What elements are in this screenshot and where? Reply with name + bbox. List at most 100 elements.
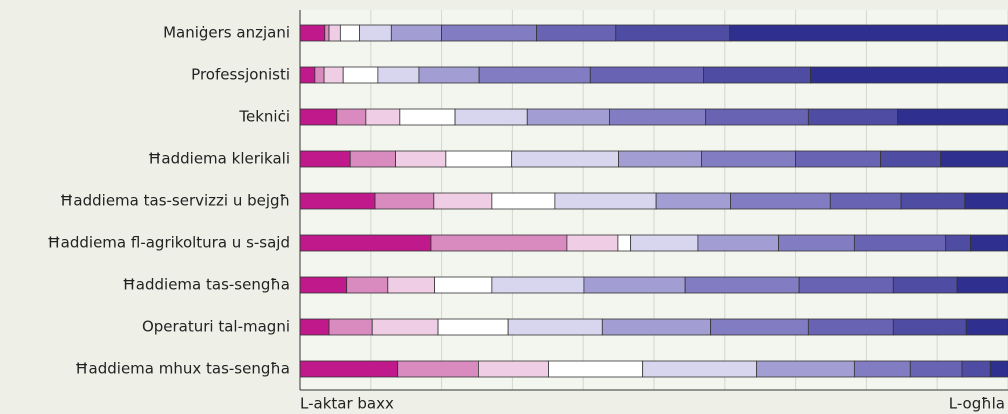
bar-segment bbox=[328, 24, 341, 42]
bar-segment bbox=[445, 150, 513, 168]
bar-segment bbox=[608, 108, 707, 126]
bar-segment bbox=[397, 360, 479, 378]
y-tick-label: Ħaddiema klerikali bbox=[148, 150, 290, 168]
y-tick-label: Tekniċi bbox=[238, 108, 290, 126]
bar-segment bbox=[729, 24, 1008, 42]
bar-segment bbox=[583, 276, 686, 294]
bar-segment bbox=[399, 108, 456, 126]
bar-segment bbox=[630, 234, 699, 252]
bar-segment bbox=[299, 108, 338, 126]
y-tick-label: Ħaddiema tas-servizzi u bejgħ bbox=[60, 192, 290, 210]
bar-segment bbox=[387, 276, 435, 294]
bar-segment bbox=[897, 108, 1008, 126]
bar-segment bbox=[395, 150, 447, 168]
bar-segment bbox=[299, 24, 326, 42]
bar-segment bbox=[374, 192, 435, 210]
bar-segment bbox=[511, 150, 619, 168]
bar-segment bbox=[892, 318, 967, 336]
bar-segment bbox=[299, 192, 376, 210]
bar-segment bbox=[964, 192, 1008, 210]
bar-segment bbox=[299, 150, 351, 168]
bar-segment bbox=[314, 66, 325, 84]
bar-segment bbox=[418, 66, 480, 84]
bar-segment bbox=[299, 318, 330, 336]
bar-segment bbox=[965, 318, 1008, 336]
bar-segment bbox=[730, 192, 831, 210]
bar-segment bbox=[324, 24, 330, 42]
bar-segment bbox=[526, 108, 610, 126]
bar-segment bbox=[684, 276, 800, 294]
bar-segment bbox=[390, 24, 443, 42]
bar-segment bbox=[829, 192, 902, 210]
bar-segment bbox=[299, 276, 348, 294]
y-tick-label: Professjonisti bbox=[191, 66, 290, 84]
bar-segment bbox=[618, 150, 702, 168]
bar-segment bbox=[589, 66, 704, 84]
bar-segment bbox=[705, 108, 809, 126]
bar-segment bbox=[491, 192, 556, 210]
x-label-low: L-aktar baxx bbox=[300, 395, 394, 413]
bar-segment bbox=[299, 66, 316, 84]
bar-segment bbox=[437, 318, 509, 336]
bar-segment bbox=[778, 234, 855, 252]
bar-segment bbox=[491, 276, 585, 294]
y-tick-label: Operaturi tal-magni bbox=[142, 318, 290, 336]
bar-segment bbox=[371, 318, 439, 336]
bar-segment bbox=[795, 150, 881, 168]
y-tick-label: Ħaddiema mhux tas-sengħa bbox=[75, 360, 290, 378]
bar-segment bbox=[299, 234, 432, 252]
bar-segment bbox=[536, 24, 617, 42]
bar-segment bbox=[617, 234, 632, 252]
bar-segment bbox=[989, 360, 1008, 378]
bar-segment bbox=[478, 66, 591, 84]
bar-segment bbox=[853, 360, 911, 378]
bar-segment bbox=[349, 150, 396, 168]
bar-segment bbox=[697, 234, 780, 252]
bar-segment bbox=[642, 360, 758, 378]
bar-segment bbox=[554, 192, 657, 210]
bar-segment bbox=[299, 360, 399, 378]
bar-segment bbox=[342, 66, 379, 84]
bar-segment bbox=[323, 66, 344, 84]
bar-segment bbox=[434, 276, 493, 294]
bar-segment bbox=[601, 318, 712, 336]
bar-segment bbox=[548, 360, 644, 378]
bar-segment bbox=[798, 276, 894, 294]
bar-segment bbox=[454, 108, 528, 126]
bar-segment bbox=[961, 360, 991, 378]
bar-segment bbox=[853, 234, 947, 252]
bar-segment bbox=[807, 108, 898, 126]
bar-segment bbox=[441, 24, 537, 42]
bar-segment bbox=[956, 276, 1008, 294]
bar-segment bbox=[807, 318, 894, 336]
y-tick-label: Ħaddiema tas-sengħa bbox=[122, 276, 290, 294]
bar-segment bbox=[328, 318, 373, 336]
bar-segment bbox=[892, 276, 958, 294]
bar-segment bbox=[336, 108, 367, 126]
bar-segment bbox=[909, 360, 963, 378]
bar-segment bbox=[507, 318, 603, 336]
bar-segment bbox=[945, 234, 971, 252]
bar-segment bbox=[900, 192, 966, 210]
bar-segment bbox=[615, 24, 731, 42]
bar-segment bbox=[880, 150, 942, 168]
bar-segment bbox=[810, 66, 1008, 84]
bar-segment bbox=[756, 360, 855, 378]
y-tick-label: Maniġers anzjani bbox=[163, 24, 290, 42]
bar-segment bbox=[433, 192, 493, 210]
bar-segment bbox=[970, 234, 1008, 252]
bar-segment bbox=[346, 276, 389, 294]
bar-segment bbox=[359, 24, 392, 42]
bar-segment bbox=[339, 24, 360, 42]
bar-segment bbox=[365, 108, 401, 126]
bar-segment bbox=[701, 150, 796, 168]
bar-segment bbox=[377, 66, 420, 84]
bar-segment bbox=[940, 150, 1008, 168]
bar-segment bbox=[430, 234, 568, 252]
bar-segment bbox=[566, 234, 619, 252]
y-tick-label: Ħaddiema fl-agrikoltura u s-sajd bbox=[47, 234, 290, 252]
bar-segment bbox=[655, 192, 731, 210]
bar-segment bbox=[478, 360, 549, 378]
x-label-high: L-ogħla bbox=[949, 395, 1005, 413]
